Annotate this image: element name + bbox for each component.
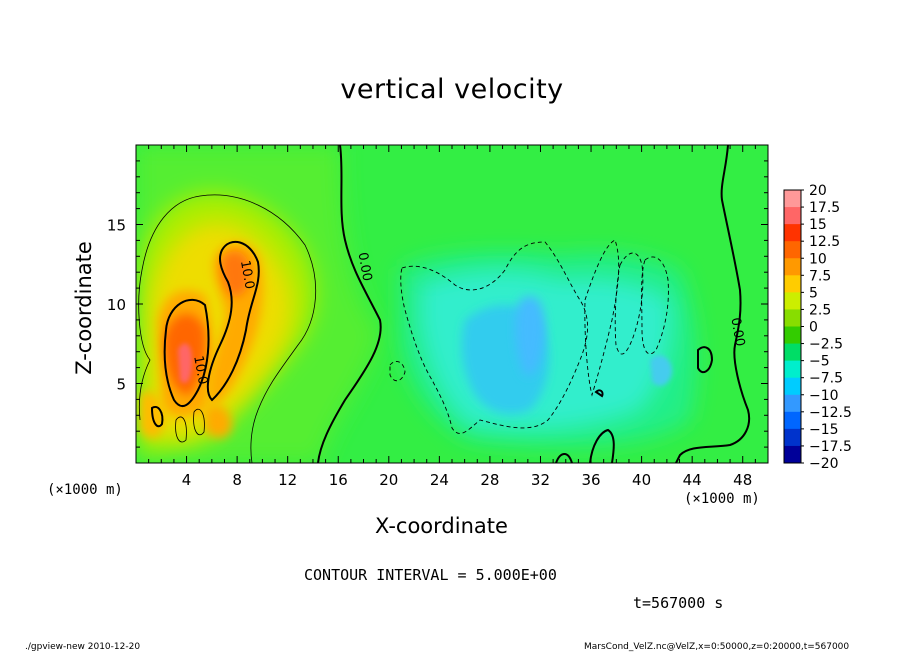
contour-label: 0.00 <box>727 316 747 347</box>
colorbar-label: 5 <box>809 285 818 301</box>
colorbar-label: −7.5 <box>809 371 843 387</box>
x-axis-label: X-coordinate <box>375 514 508 538</box>
colorbar-band <box>784 445 801 464</box>
y-axis: 5 10 15 <box>107 160 768 448</box>
x-unit-label-right: (×1000 m) <box>684 491 760 507</box>
colorbar-band <box>784 326 801 345</box>
colorbar-band <box>784 377 801 396</box>
contour-label: 10.0 <box>237 259 257 290</box>
colorbar-label: 0 <box>809 320 818 336</box>
y-tick-label: 10 <box>107 296 126 314</box>
x-tick-label: 4 <box>182 471 192 489</box>
colorbar-band <box>784 207 801 225</box>
colorbar-label: 10 <box>809 251 827 267</box>
x-tick-label: 44 <box>683 471 702 489</box>
x-tick-label: 8 <box>232 471 242 489</box>
contour-label: 10.0 <box>190 355 210 386</box>
chart-title: vertical velocity <box>340 74 564 105</box>
colorbar-band <box>784 190 801 208</box>
colorbar-band <box>784 411 801 430</box>
x-tick-label: 32 <box>531 471 550 489</box>
colorbar-label: −15 <box>809 422 839 438</box>
colorbar-band <box>784 292 801 310</box>
colorbar-label: −20 <box>809 456 839 472</box>
colorbar-label: −2.5 <box>809 337 843 353</box>
y-axis-label: Z-coordinate <box>72 241 96 375</box>
x-axis: 4 8 12 16 20 24 28 32 36 40 44 48 <box>148 145 756 489</box>
contour-lines <box>138 145 750 463</box>
colorbar-band <box>784 241 801 259</box>
colorbar-label: 15 <box>809 217 827 233</box>
contour-labels: 10.0 10.0 0.00 0.00 <box>190 251 747 385</box>
colorbar-band <box>784 224 801 242</box>
colorbar-label: −5 <box>809 354 830 370</box>
x-unit-label-left: (×1000 m) <box>47 482 123 498</box>
colorbar-band <box>784 343 801 362</box>
colorbar-band <box>784 428 801 447</box>
footer-right: MarsCond_VelZ.nc@VelZ,x=0:50000,z=0:2000… <box>584 642 850 652</box>
y-tick-label: 5 <box>116 376 126 394</box>
colorbar-label: −10 <box>809 388 839 404</box>
velocity-field <box>136 145 768 463</box>
colorbar-label: −17.5 <box>809 439 852 455</box>
colorbar-label: 2.5 <box>809 302 831 318</box>
x-tick-label: 16 <box>329 471 348 489</box>
x-tick-label: 28 <box>480 471 499 489</box>
x-tick-label: 12 <box>278 471 297 489</box>
colorbar-band <box>784 258 801 276</box>
contour-interval-note: CONTOUR INTERVAL = 5.000E+00 <box>304 566 557 584</box>
footer-left: ./gpview-new 2010-12-20 <box>25 642 141 652</box>
x-tick-label: 24 <box>430 471 449 489</box>
colorbar-label: 20 <box>809 183 827 199</box>
time-label: t=567000 s <box>633 594 724 612</box>
colorbar-label: 12.5 <box>809 234 840 250</box>
colorbar-band <box>784 275 801 293</box>
y-tick-label: 15 <box>107 217 126 235</box>
x-tick-label: 48 <box>733 471 752 489</box>
contour-label: 0.00 <box>355 251 375 282</box>
colorbar-band <box>784 394 801 413</box>
colorbar-label: 7.5 <box>809 268 831 284</box>
colorbar-band <box>784 309 801 327</box>
colorbar-label: −12.5 <box>809 405 852 421</box>
x-tick-label: 36 <box>581 471 600 489</box>
colorbar-label: 17.5 <box>809 200 840 216</box>
x-tick-label: 20 <box>379 471 398 489</box>
x-tick-label: 40 <box>632 471 651 489</box>
colorbar-band <box>784 360 801 379</box>
